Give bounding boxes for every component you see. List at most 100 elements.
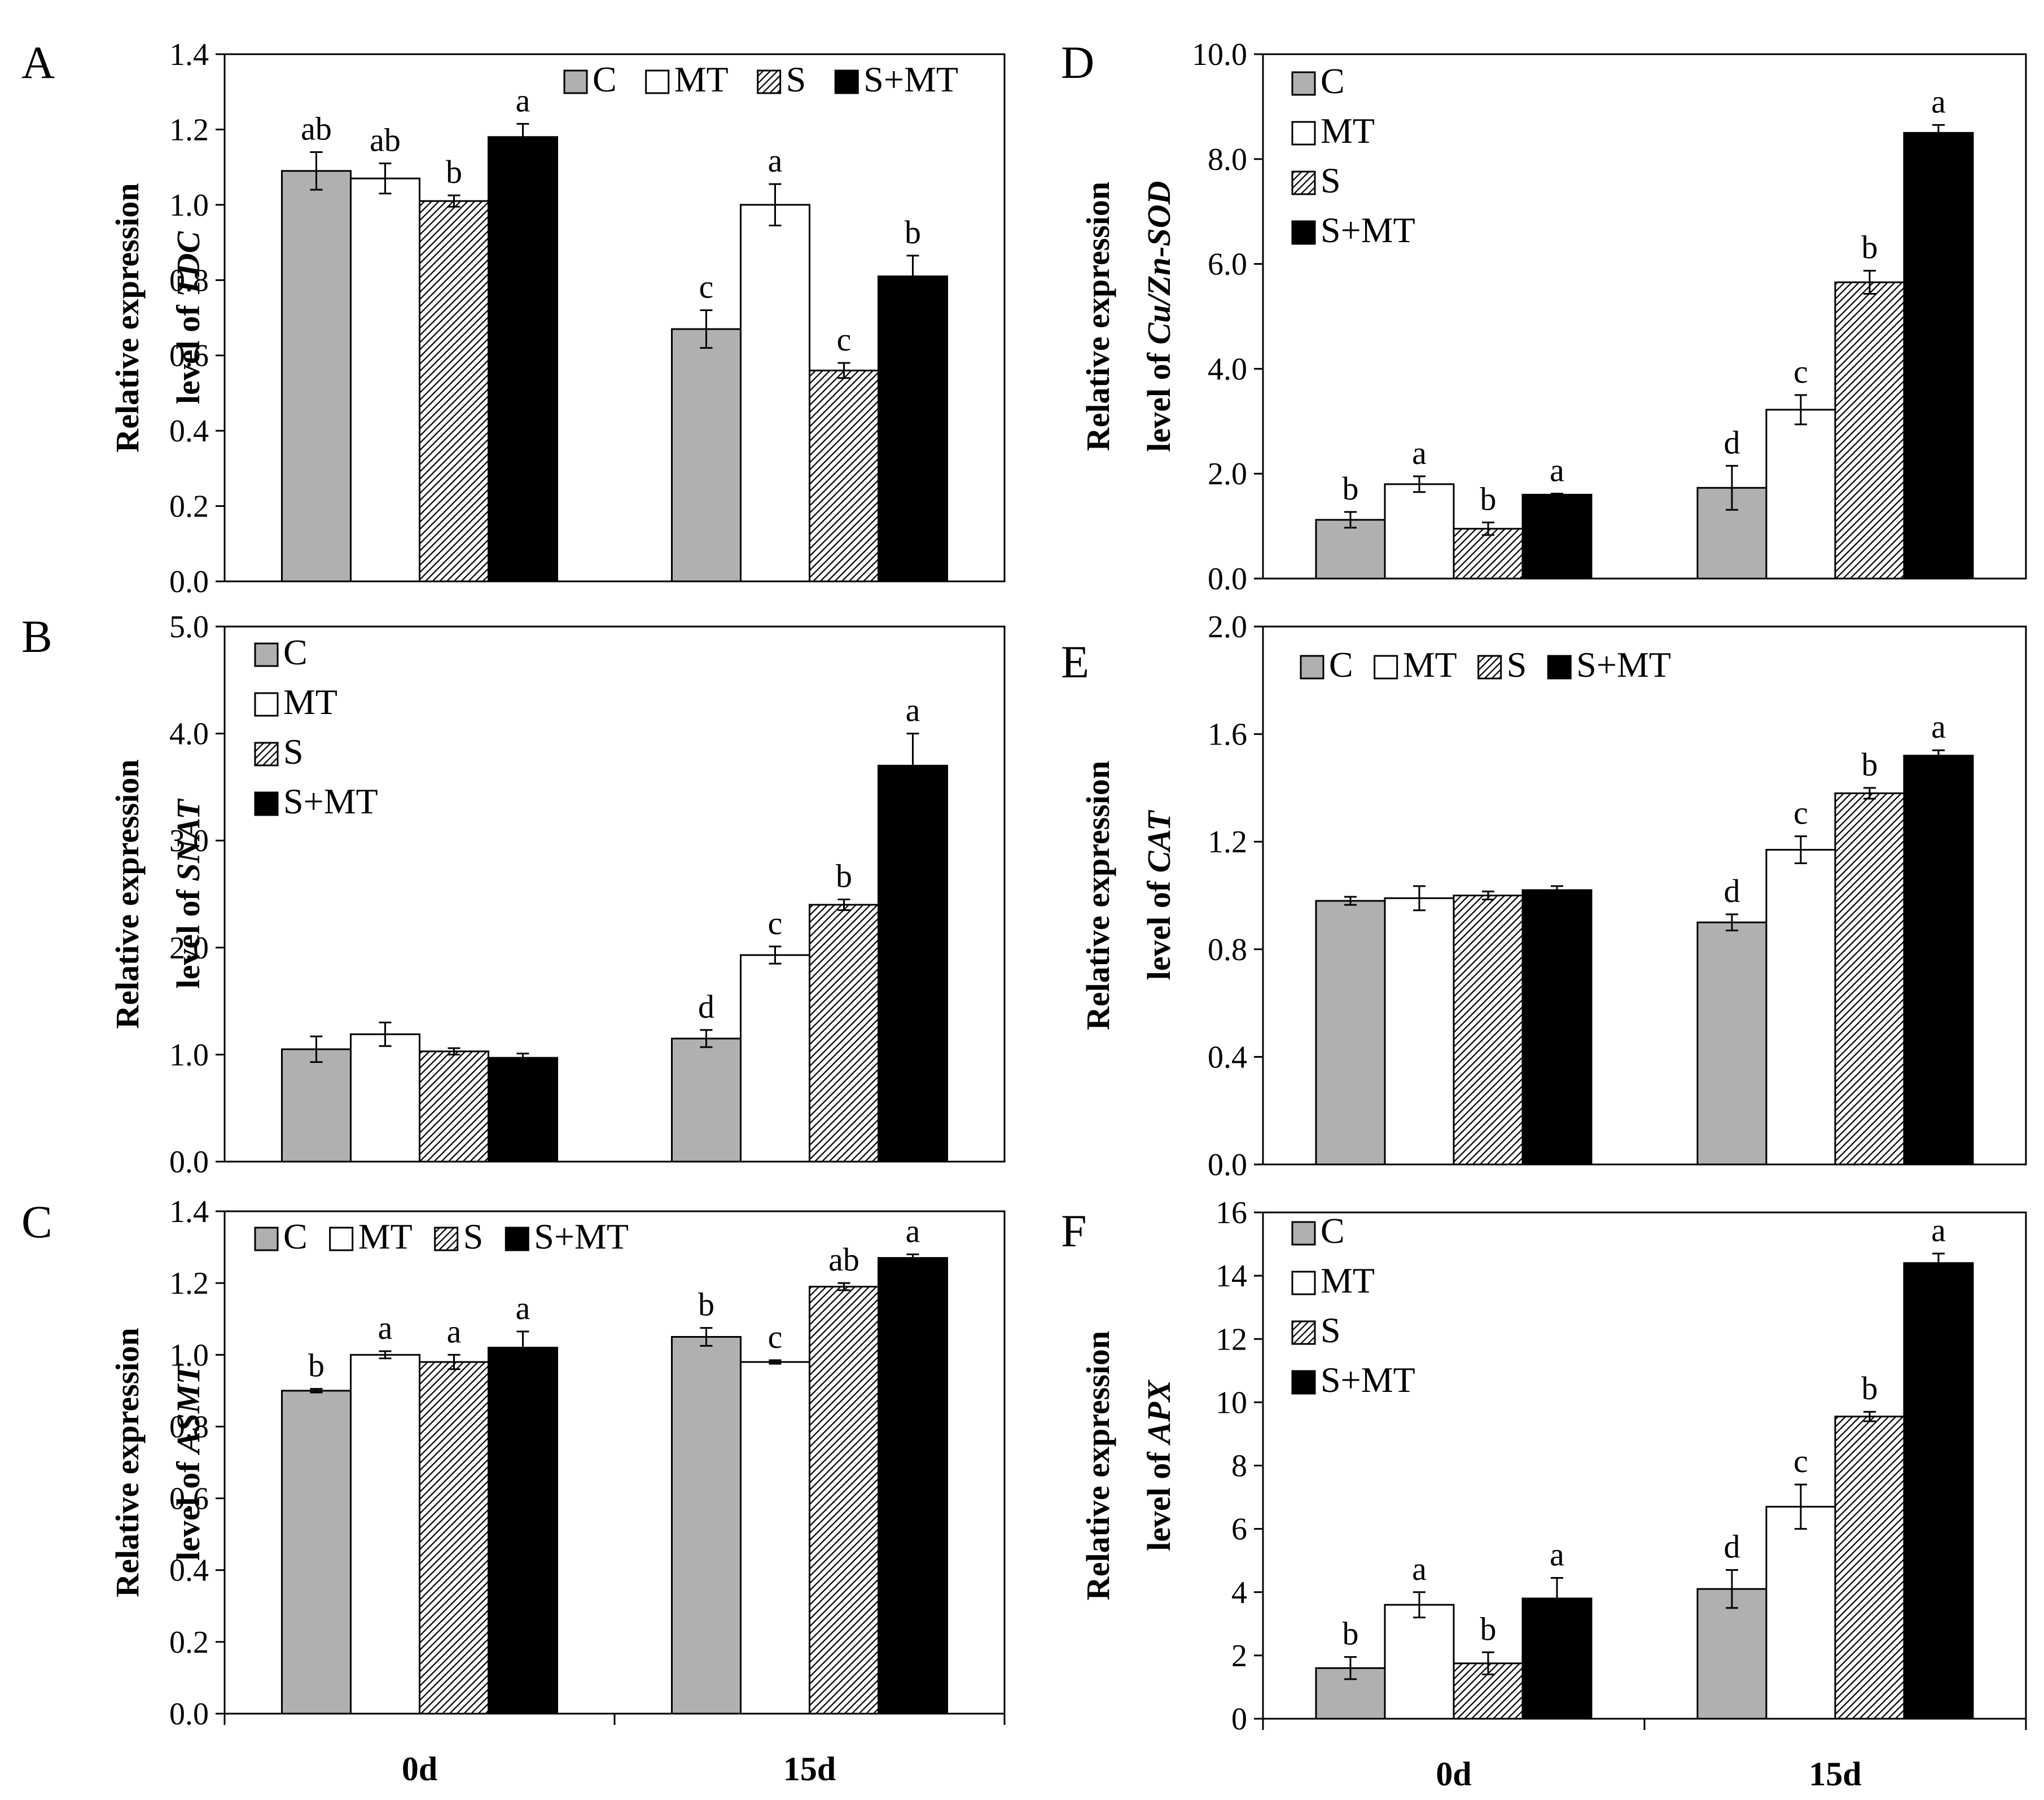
- legend-label: C: [283, 1216, 308, 1256]
- legend-swatch-S+MT: [1291, 1370, 1316, 1395]
- significance-letter: ab: [301, 110, 332, 147]
- bar-MT-15d: [740, 954, 810, 1163]
- bar-S+MT-0d: [488, 1057, 558, 1163]
- legend-swatch-S+MT: [505, 1227, 529, 1251]
- x-category-label: 15d: [783, 1750, 836, 1788]
- gene-name: APX: [1141, 1379, 1177, 1446]
- significance-letter: ab: [370, 121, 401, 158]
- y-axis-label-line1: Relative expression: [109, 1328, 146, 1597]
- legend-label: MT: [674, 59, 729, 99]
- bar-S+MT-15d: [1903, 132, 1974, 580]
- significance-letter: a: [1931, 1212, 1946, 1249]
- legend-label: C: [593, 59, 617, 99]
- y-tick-label: 3.0: [169, 824, 209, 859]
- significance-letter: a: [516, 82, 530, 119]
- legend-label: C: [1321, 1211, 1345, 1251]
- y-axis-label-line2: level of: [170, 297, 207, 404]
- legend-swatch-C: [1300, 655, 1324, 680]
- legend-swatch-MT: [329, 1227, 354, 1251]
- y-axis-label-line1: Relative expression: [1080, 761, 1116, 1030]
- legend: C MT S S+MT: [254, 632, 378, 821]
- y-axis-label-line2: level of: [1141, 1444, 1177, 1551]
- legend-label: MT: [283, 682, 337, 722]
- legend-label: MT: [358, 1216, 413, 1256]
- y-axis-label-line2: level of: [1141, 345, 1177, 452]
- panel-A: 0.0 0.2 0.4 0.6 0.8 1.0 1.2 1.4 A Relative expres…: [21, 37, 1006, 599]
- significance-letter: a: [447, 1313, 462, 1350]
- legend-swatch-MT: [1291, 1271, 1316, 1295]
- legend-swatch-C: [563, 69, 588, 94]
- y-axis-label: Relative expression level of CAT: [1080, 761, 1177, 1030]
- x-category-label: 0d: [1436, 1755, 1471, 1793]
- legend: C MT S S+MT: [1291, 61, 1415, 250]
- y-axis-label-line1: Relative expression: [109, 759, 146, 1028]
- bar-C-15d: [1696, 921, 1767, 1166]
- x-category-label: 15d: [1809, 1755, 1861, 1793]
- significance-letter: b: [1343, 470, 1359, 507]
- bar-C-0d: [281, 1390, 352, 1715]
- y-axis-label-line2: level of: [170, 882, 207, 989]
- legend-label: S+MT: [534, 1216, 629, 1256]
- bar-S-15d: [1834, 792, 1905, 1166]
- legend-label: C: [1329, 645, 1353, 685]
- significance-letter: c: [699, 269, 714, 305]
- significance-letter: c: [1793, 795, 1808, 831]
- y-axis-label: Relative expression level of SNAT: [109, 759, 207, 1028]
- significance-letter: c: [1793, 353, 1808, 390]
- y-tick-label: 1.2: [169, 1266, 209, 1301]
- significance-letter: c: [768, 905, 783, 941]
- bar-MT-0d: [350, 177, 420, 583]
- legend-label: C: [283, 632, 308, 672]
- y-tick-label: 0.0: [1208, 1148, 1247, 1183]
- y-axis-label-line1: Relative expression: [1080, 1331, 1116, 1600]
- bar-C-0d: [1315, 900, 1386, 1166]
- legend-swatch-S+MT: [254, 791, 279, 816]
- significance-letter: b: [1862, 229, 1878, 266]
- legend-label: MT: [1403, 645, 1457, 685]
- bar-S+MT-15d: [1903, 755, 1974, 1166]
- bar-S+MT-0d: [488, 136, 558, 583]
- legend-swatch-S+MT: [1547, 655, 1572, 680]
- plot-frame: [1262, 625, 2027, 1166]
- legend-label: C: [1321, 61, 1345, 101]
- legend-label: S+MT: [1576, 645, 1671, 685]
- y-tick-label: 16: [1216, 1195, 1247, 1230]
- bar-C-0d: [1315, 519, 1386, 580]
- significance-letter: d: [1724, 1529, 1740, 1565]
- y-tick-label: 0.2: [169, 489, 209, 524]
- panel-F: 0 2 4 6 8 10 12 14 16 F Relative expression level o…: [1061, 1195, 2027, 1737]
- y-axis-label: Relative expression level of Cu/Zn-SOD: [1080, 181, 1177, 452]
- significance-letter: ab: [828, 1241, 859, 1278]
- legend-swatch-MT: [645, 69, 670, 94]
- bar-S-15d: [1834, 1416, 1905, 1720]
- bar-S+MT-0d: [1521, 493, 1593, 580]
- y-tick-label: 0.0: [169, 1145, 209, 1180]
- y-tick-label: 0.4: [1208, 1040, 1247, 1075]
- y-tick-label: 5.0: [169, 610, 209, 645]
- panel-B: 0.0 1.0 2.0 3.0 4.0 5.0 B Relative expression le…: [21, 610, 1006, 1180]
- significance-letter: b: [1480, 481, 1497, 518]
- legend-swatch-C: [1291, 1221, 1316, 1246]
- legend-label: S+MT: [1321, 1360, 1415, 1400]
- legend-label: S: [786, 59, 806, 99]
- legend-label: S+MT: [283, 781, 378, 821]
- legend-label: MT: [1321, 1260, 1375, 1300]
- y-axis-label-line2: level of: [1141, 873, 1177, 980]
- y-tick-label: 1.6: [1208, 717, 1247, 752]
- panel-label: F: [1061, 1205, 1087, 1256]
- bar-MT-15d: [740, 1361, 810, 1715]
- bar-S-15d: [1834, 281, 1905, 580]
- y-tick-label: 0: [1231, 1702, 1247, 1737]
- y-tick-label: 0.0: [169, 564, 209, 599]
- significance-letter: b: [1343, 1615, 1359, 1652]
- legend-swatch-MT: [254, 692, 279, 717]
- y-tick-label: 1.4: [169, 37, 209, 72]
- bar-S-0d: [419, 1050, 489, 1163]
- gene-name: TDC: [170, 231, 207, 297]
- bar-MT-15d: [740, 204, 810, 583]
- bar-S+MT-0d: [1521, 889, 1593, 1166]
- bar-S+MT-15d: [1903, 1262, 1974, 1720]
- legend: C MT S S+MT: [563, 59, 958, 99]
- y-tick-label: 1.2: [1208, 825, 1247, 860]
- y-tick-label: 0.6: [169, 339, 209, 374]
